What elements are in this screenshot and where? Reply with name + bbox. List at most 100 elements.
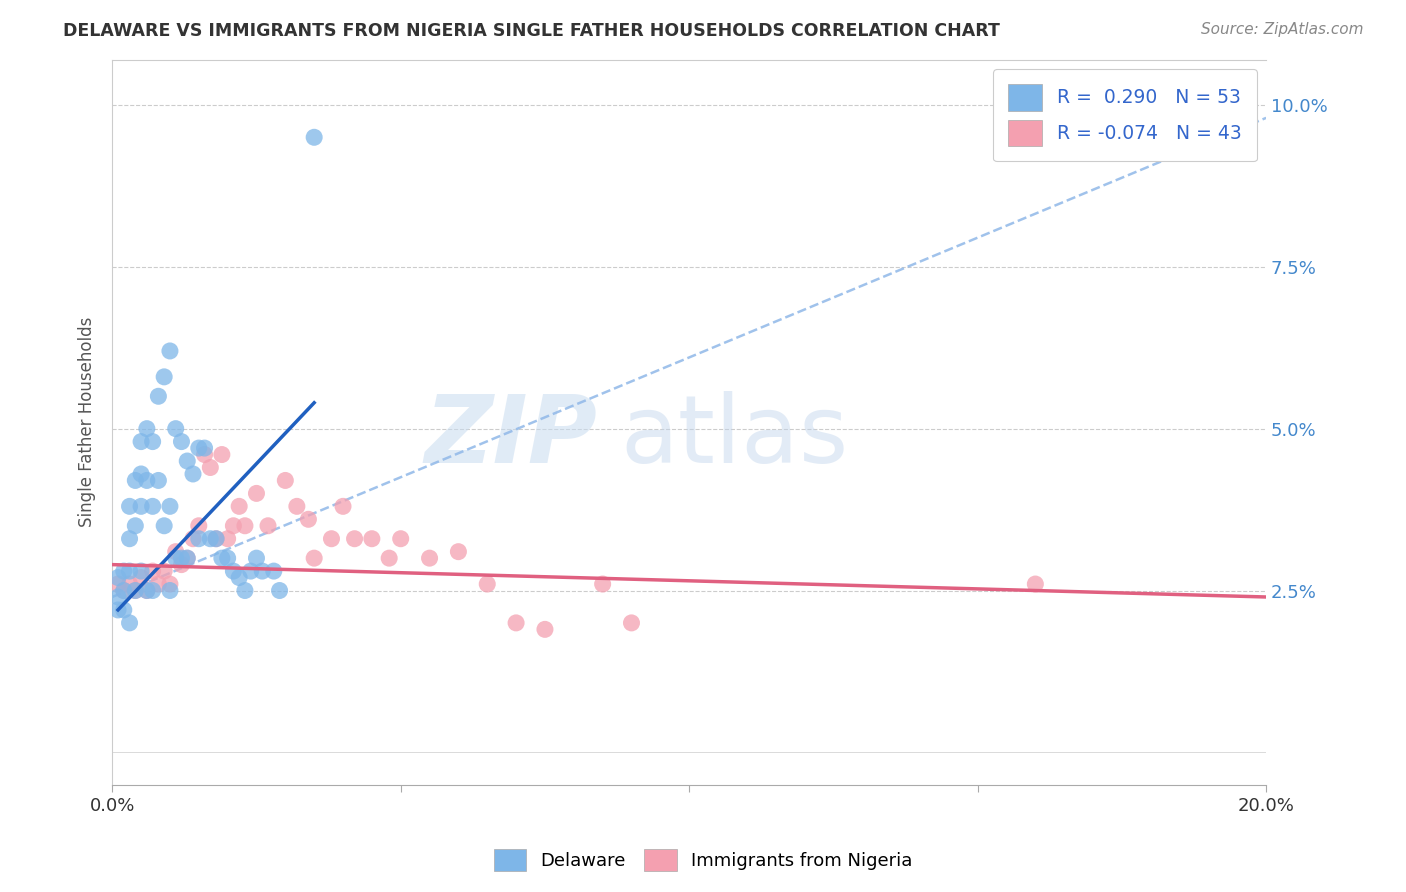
Point xyxy=(176,551,198,566)
Point xyxy=(222,518,245,533)
Point xyxy=(148,577,170,591)
Y-axis label: Single Father Households: Single Father Households xyxy=(79,317,96,527)
Point xyxy=(112,583,135,598)
Point xyxy=(176,454,198,468)
Point xyxy=(135,474,157,488)
Text: atlas: atlas xyxy=(620,391,848,483)
Point xyxy=(170,558,193,572)
Point xyxy=(419,551,441,566)
Point xyxy=(1024,577,1046,591)
Point xyxy=(107,577,129,591)
Point xyxy=(170,434,193,449)
Point xyxy=(239,564,262,578)
Point xyxy=(118,564,141,578)
Point xyxy=(257,518,280,533)
Point xyxy=(135,583,157,598)
Text: ZIP: ZIP xyxy=(425,391,598,483)
Point xyxy=(217,532,239,546)
Point xyxy=(129,570,152,584)
Point xyxy=(112,583,135,598)
Point xyxy=(205,532,228,546)
Point xyxy=(142,500,165,514)
Point xyxy=(142,434,165,449)
Point xyxy=(222,564,245,578)
Point xyxy=(159,500,181,514)
Point xyxy=(107,570,129,584)
Point xyxy=(505,615,527,630)
Point xyxy=(211,551,233,566)
Point xyxy=(107,603,129,617)
Point xyxy=(343,532,366,546)
Point xyxy=(112,564,135,578)
Point xyxy=(118,532,141,546)
Point xyxy=(187,532,209,546)
Point xyxy=(252,564,274,578)
Point xyxy=(211,448,233,462)
Text: DELAWARE VS IMMIGRANTS FROM NIGERIA SINGLE FATHER HOUSEHOLDS CORRELATION CHART: DELAWARE VS IMMIGRANTS FROM NIGERIA SING… xyxy=(63,22,1000,40)
Text: Source: ZipAtlas.com: Source: ZipAtlas.com xyxy=(1201,22,1364,37)
Point xyxy=(181,532,204,546)
Point xyxy=(187,518,209,533)
Point xyxy=(124,474,146,488)
Point xyxy=(245,551,267,566)
Point xyxy=(153,369,176,384)
Point xyxy=(269,583,291,598)
Point xyxy=(592,577,614,591)
Point xyxy=(153,564,176,578)
Point xyxy=(200,532,222,546)
Point xyxy=(193,448,215,462)
Point xyxy=(176,551,198,566)
Point xyxy=(142,564,165,578)
Point xyxy=(165,422,187,436)
Point xyxy=(233,518,256,533)
Point xyxy=(142,583,165,598)
Point xyxy=(148,389,170,403)
Point xyxy=(217,551,239,566)
Point xyxy=(302,551,325,566)
Point xyxy=(129,500,152,514)
Point xyxy=(159,343,181,358)
Point xyxy=(118,500,141,514)
Point xyxy=(274,474,297,488)
Point xyxy=(245,486,267,500)
Point xyxy=(233,583,256,598)
Point xyxy=(378,551,401,566)
Point xyxy=(285,500,308,514)
Point xyxy=(118,577,141,591)
Point xyxy=(165,551,187,566)
Point xyxy=(124,583,146,598)
Legend: Delaware, Immigrants from Nigeria: Delaware, Immigrants from Nigeria xyxy=(486,842,920,879)
Point xyxy=(170,551,193,566)
Point xyxy=(447,544,470,558)
Point xyxy=(263,564,285,578)
Point xyxy=(297,512,319,526)
Point xyxy=(620,615,643,630)
Point xyxy=(159,577,181,591)
Point xyxy=(302,130,325,145)
Point xyxy=(129,434,152,449)
Point xyxy=(193,441,215,455)
Point xyxy=(321,532,343,546)
Point xyxy=(118,615,141,630)
Point xyxy=(153,518,176,533)
Point xyxy=(360,532,382,546)
Point xyxy=(107,590,129,604)
Point xyxy=(228,570,250,584)
Point xyxy=(200,460,222,475)
Point xyxy=(135,583,157,598)
Point xyxy=(187,441,209,455)
Point xyxy=(165,544,187,558)
Point xyxy=(228,500,250,514)
Legend: R =  0.290   N = 53, R = -0.074   N = 43: R = 0.290 N = 53, R = -0.074 N = 43 xyxy=(993,69,1257,161)
Point xyxy=(112,603,135,617)
Point xyxy=(124,583,146,598)
Point xyxy=(124,518,146,533)
Point xyxy=(205,532,228,546)
Point xyxy=(159,583,181,598)
Point xyxy=(148,474,170,488)
Point xyxy=(332,500,354,514)
Point xyxy=(129,467,152,481)
Point xyxy=(534,623,557,637)
Point xyxy=(181,467,204,481)
Point xyxy=(129,564,152,578)
